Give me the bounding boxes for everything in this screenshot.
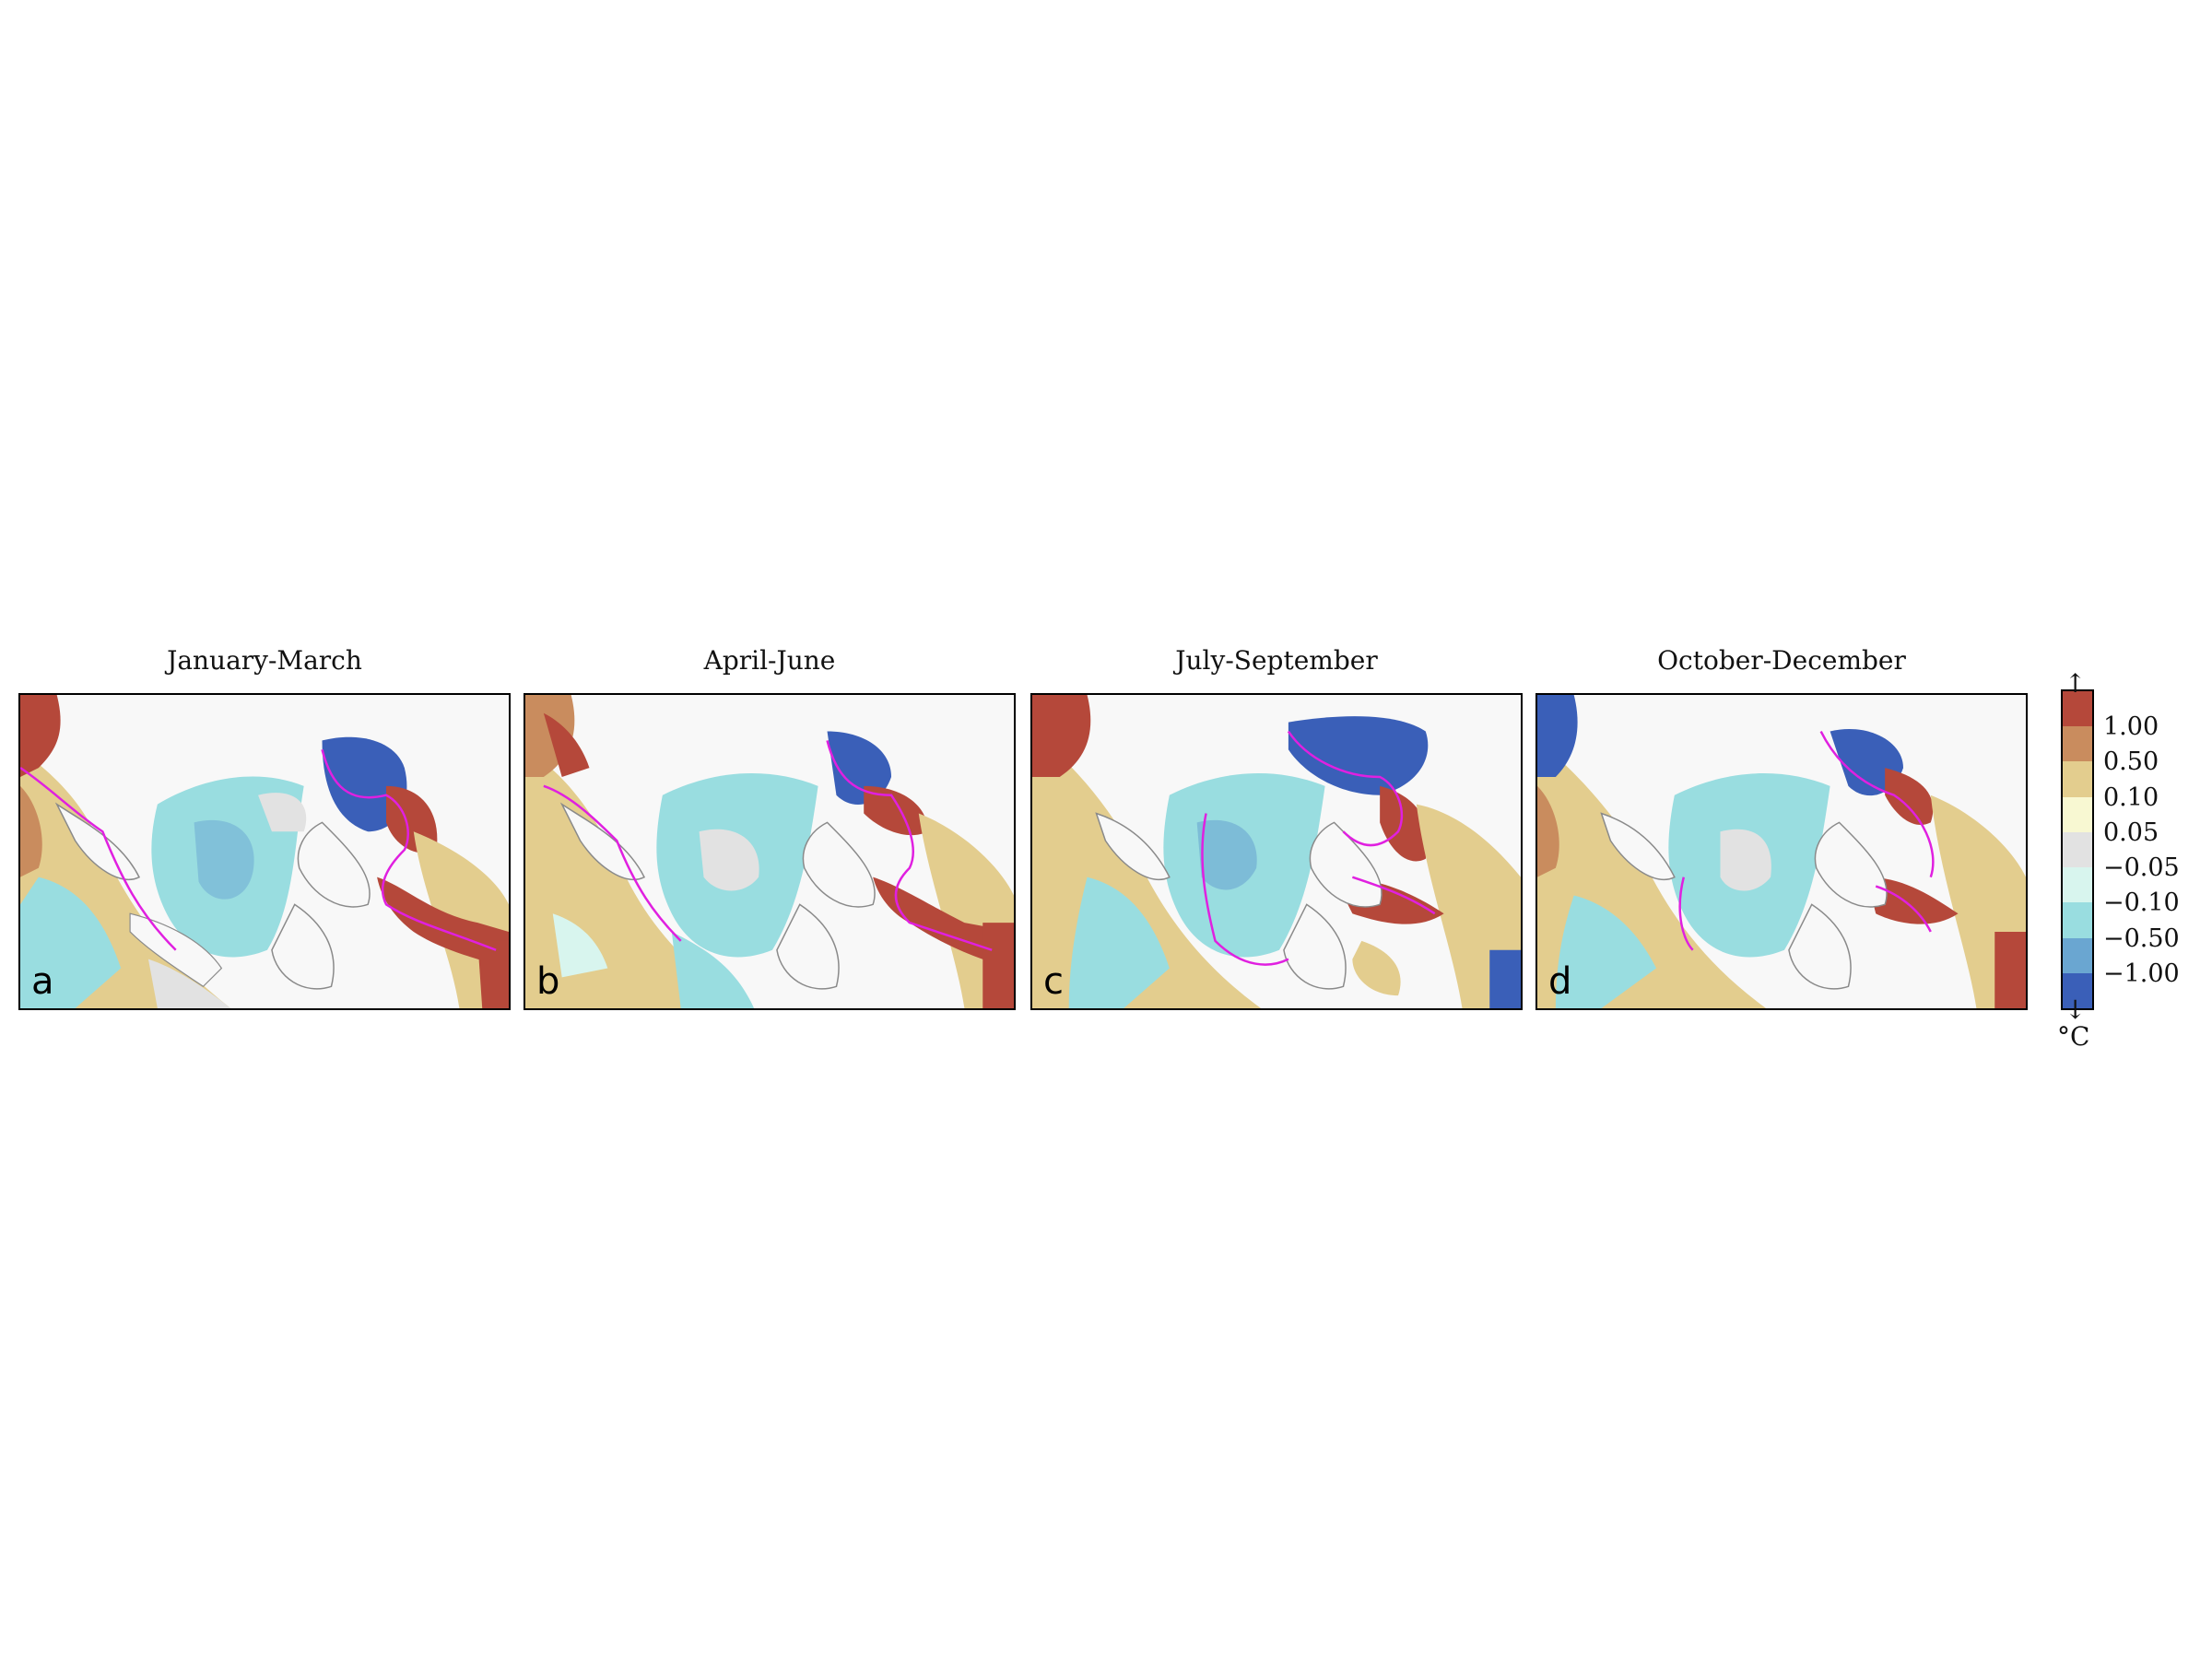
panel-title-jul-sep: July-September — [1175, 645, 1378, 676]
colorbar-segment — [2063, 691, 2092, 727]
panel-title-jan-mar: January-March — [167, 645, 362, 676]
colorbar-segment — [2063, 761, 2092, 798]
colorbar-segment — [2063, 867, 2092, 903]
colorbar-tick-label: −1.00 — [2103, 959, 2180, 988]
colorbar-segment — [2063, 831, 2092, 868]
panel-letter-b: b — [536, 960, 560, 1003]
colorbar-bottom-arrow: ↓ — [2065, 994, 2087, 1025]
map-panel-d: d — [1535, 693, 2028, 1010]
panel-letter-d: d — [1548, 960, 1572, 1003]
arctic-map-a — [20, 695, 509, 1008]
colorbar-tick-label: 0.50 — [2103, 747, 2159, 777]
colorbar-tick-label: −0.05 — [2103, 853, 2180, 883]
colorbar-tick-label: 0.10 — [2103, 782, 2159, 812]
map-panel-b: b — [524, 693, 1016, 1010]
colorbar — [2061, 689, 2094, 1010]
panel-letter-a: a — [31, 960, 54, 1003]
colorbar-tick-label: −0.50 — [2103, 924, 2180, 953]
colorbar-segment — [2063, 726, 2092, 762]
arctic-map-d — [1537, 695, 2026, 1008]
colorbar-tick-label: −0.10 — [2103, 888, 2180, 918]
arctic-map-b — [525, 695, 1014, 1008]
panel-letter-c: c — [1043, 960, 1064, 1003]
panel-title-oct-dec: October-December — [1657, 645, 1906, 676]
colorbar-segment — [2063, 937, 2092, 974]
colorbar-segment — [2063, 972, 2092, 1009]
colorbar-tick-label: 1.00 — [2103, 712, 2159, 742]
panel-title-apr-jun: April-June — [703, 645, 836, 676]
colorbar-segment — [2063, 796, 2092, 833]
arctic-map-c — [1032, 695, 1521, 1008]
colorbar-segment — [2063, 902, 2092, 939]
colorbar-top-arrow: ↑ — [2065, 668, 2087, 699]
colorbar-unit: °C — [2057, 1021, 2090, 1052]
map-panel-c: c — [1030, 693, 1523, 1010]
map-panel-a: a — [18, 693, 511, 1010]
colorbar-tick-label: 0.05 — [2103, 818, 2159, 847]
